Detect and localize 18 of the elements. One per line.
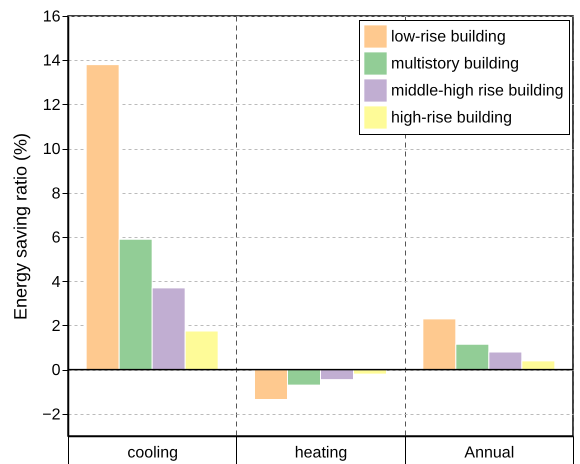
y-tick-label: 16: [42, 8, 61, 26]
legend-label: high-rise building: [391, 110, 512, 126]
x-tick-label: Annual: [464, 444, 514, 462]
y-tick-label: 4: [52, 274, 61, 291]
y-tick-label: 8: [52, 185, 61, 202]
legend-label: low-rise building: [391, 28, 506, 46]
y-tick-label: 2: [52, 318, 61, 335]
x-tick-label: cooling: [127, 444, 178, 462]
legend-label: middle-high rise building: [391, 82, 564, 100]
y-tick-label: 14: [42, 52, 61, 70]
y-tick-label: 6: [52, 230, 61, 247]
y-tick-label: 0: [52, 362, 61, 380]
y-tick-label: 12: [42, 96, 61, 114]
x-tick-label: heating: [294, 444, 348, 462]
y-axis-title: Energy saving ratio (%): [10, 132, 30, 320]
y-tick-label: 10: [42, 141, 61, 158]
legend-label: multistory building: [391, 56, 520, 72]
y-tick-label: −2: [42, 406, 61, 424]
